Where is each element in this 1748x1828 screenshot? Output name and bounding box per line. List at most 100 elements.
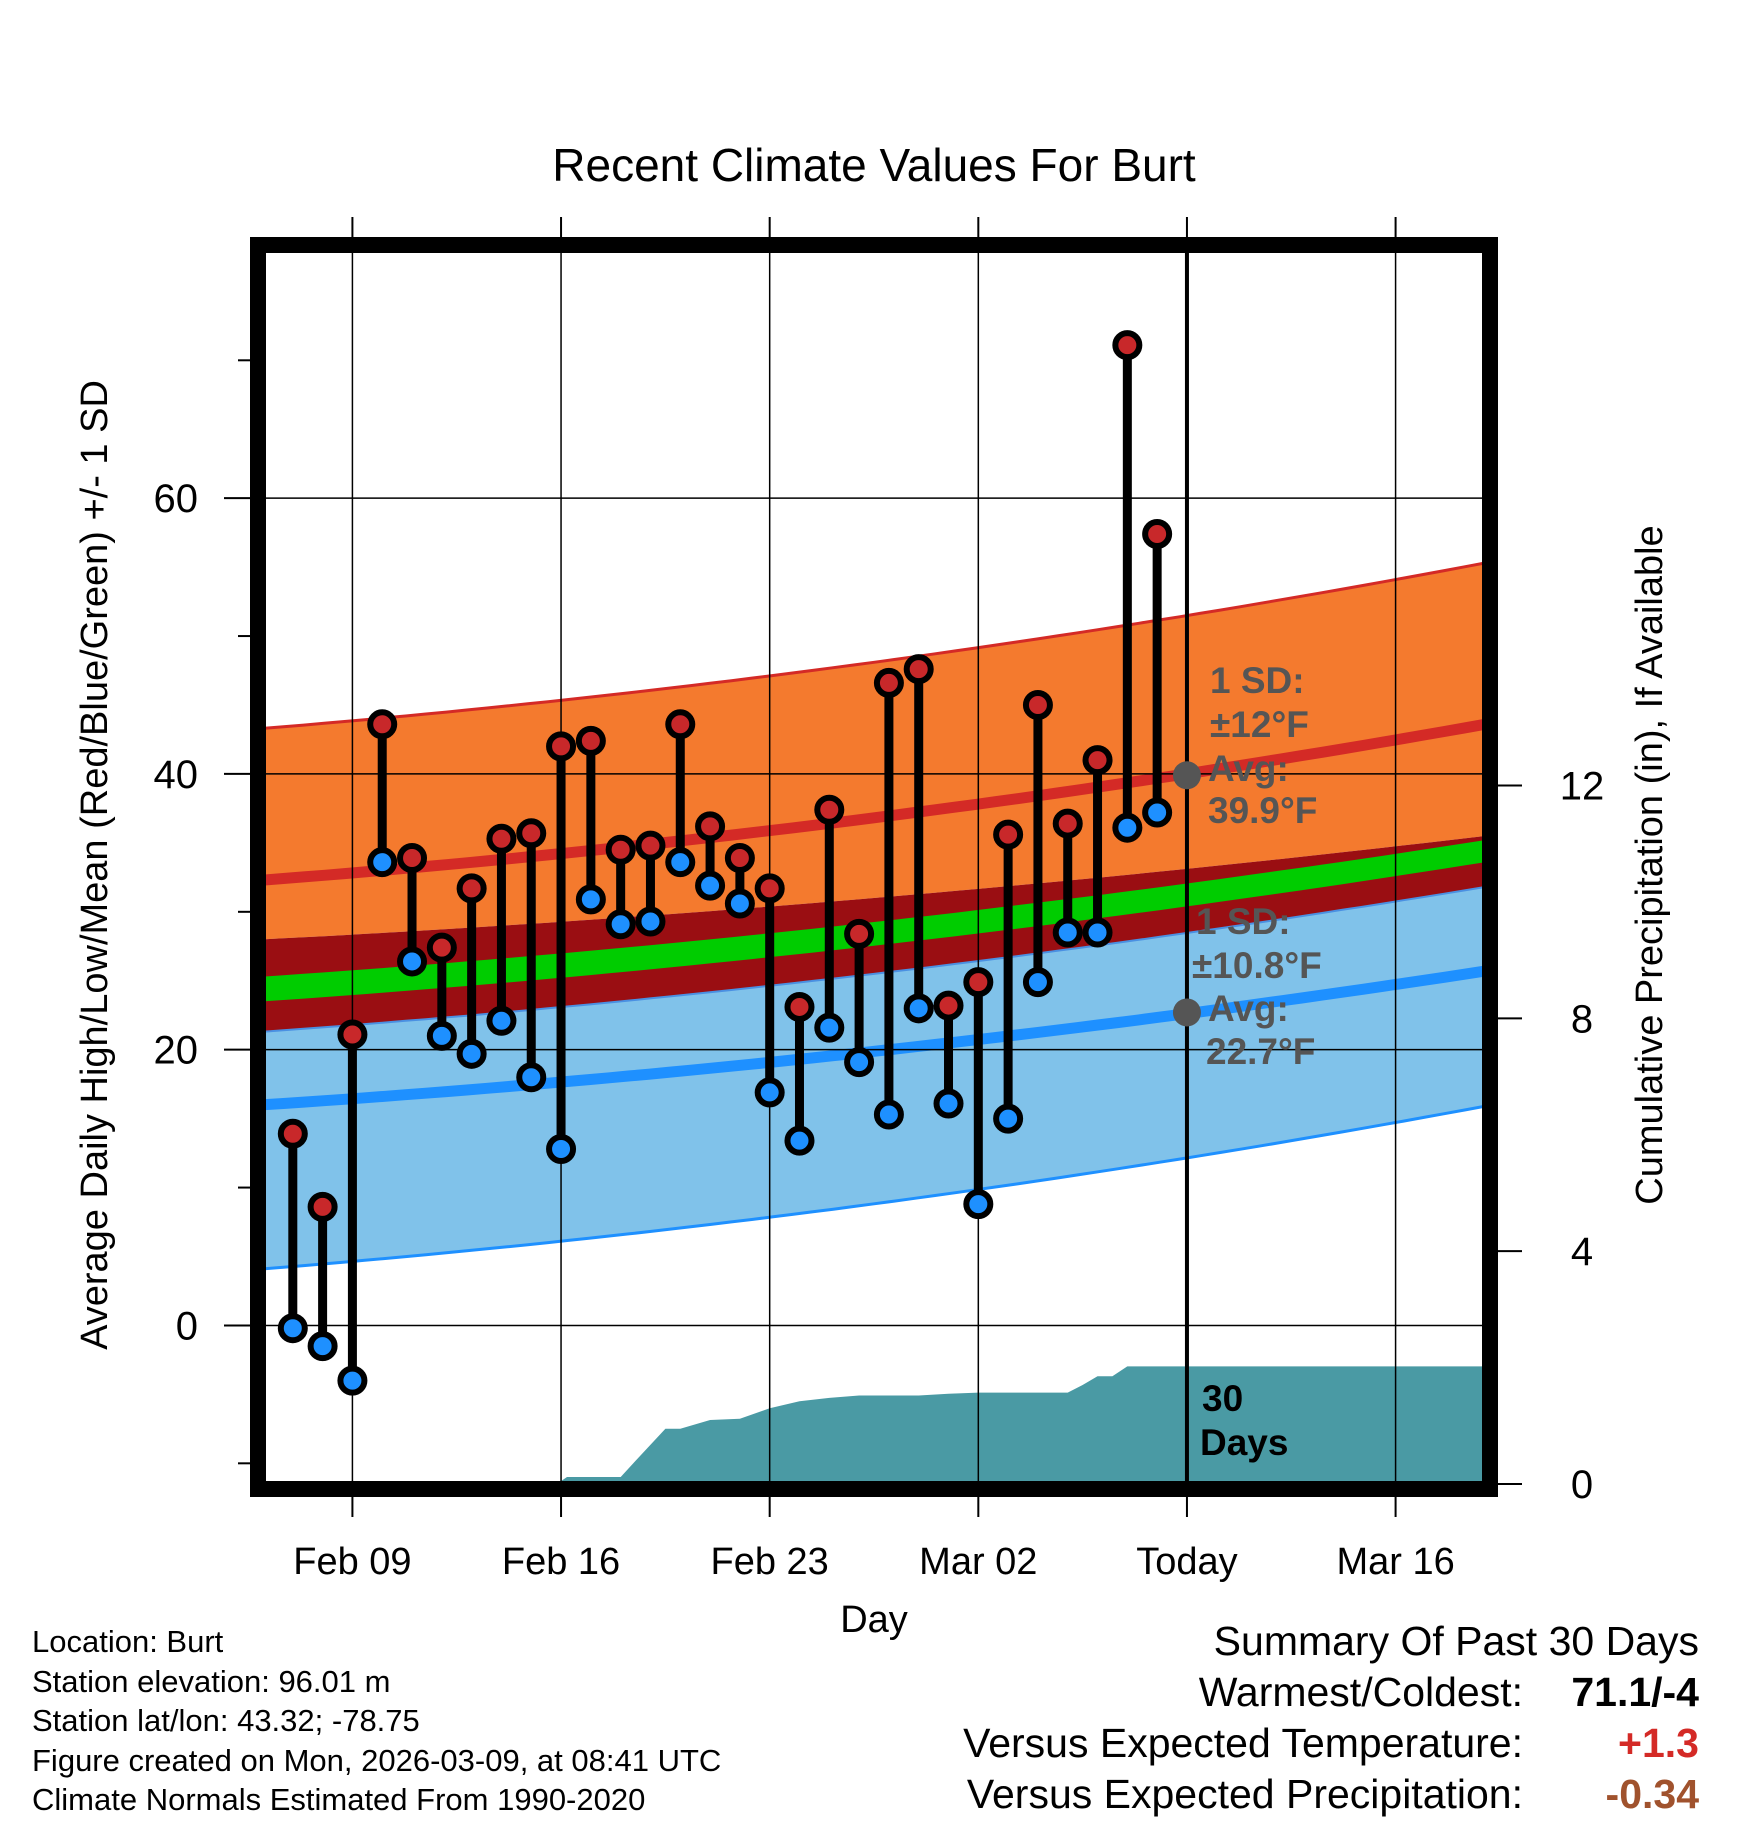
high-temp-point [993,819,1024,850]
y-tick-label: 40 [154,753,199,797]
low-temp-point [337,1365,368,1396]
low-temp-point [873,1099,904,1130]
low-temp-point [754,1077,785,1108]
low-temp-point [307,1331,338,1362]
low-normal-line [263,965,1485,1111]
high-temp-point [814,794,845,825]
summary-panel: Summary Of Past 30 Days Warmest/Coldest:… [963,1616,1699,1820]
high-temp-point [754,873,785,904]
low-temp-point [1112,812,1143,843]
warmest-value: 71.1/-4 [1571,1669,1699,1715]
mean-band [263,840,1485,1002]
y-tick-label: 20 [154,1029,199,1073]
low-avg-label: Avg: [1208,988,1289,1029]
low-temp-point [695,870,726,901]
low-temp-point [724,888,755,919]
high-temp-point [367,709,398,740]
high-temp-point [575,725,606,756]
low-temp-point [367,847,398,878]
high-sd-value: ±12°F [1210,704,1309,745]
low-temp-point [575,884,606,915]
low-temp-point [784,1125,815,1156]
high-temp-point [307,1191,338,1222]
temp-value: +1.3 [1618,1720,1699,1766]
station-location: Location: Burt [32,1624,224,1659]
high-temp-point [486,823,517,854]
x-tick-label: Feb 16 [502,1541,620,1583]
y-axis-label: Average Daily High/Low/Mean (Red/Blue/Gr… [74,380,116,1350]
x-tick-label: Feb 23 [711,1541,829,1583]
low-sd-label: 1 SD: [1196,901,1291,942]
low-temp-point [963,1189,994,1220]
low-temp-point [516,1062,547,1093]
station-info: Location: Burt Station elevation: 96.01 … [32,1622,721,1820]
high-temp-point [963,967,994,998]
precip-value: -0.34 [1605,1771,1699,1817]
high-temp-point [546,731,577,762]
high-temp-point [695,811,726,842]
low-temp-point [1022,967,1053,998]
high-sd-upper-line [263,561,1485,730]
y-tick-label: 60 [154,477,199,521]
high-temp-point [665,709,696,740]
high-temp-point [844,918,875,949]
low-temp-point [456,1038,487,1069]
plot-frame [250,237,1498,1497]
low-sd-lower-line [263,1104,1485,1271]
summary-precip-row: Versus Expected Precipitation: -0.34 [963,1769,1699,1820]
y2-axis-label: Cumulative Precipitation (in), If Availa… [1629,525,1671,1204]
low-avg-value: 22.7°F [1206,1031,1315,1072]
high-temp-point [337,1019,368,1050]
high-temp-point [1052,808,1083,839]
x-tick-label: Feb 09 [293,1541,411,1583]
summary-warmest-row: Warmest/Coldest: 71.1/-4 [963,1667,1699,1718]
low-temp-point [635,906,666,937]
summary-title: Summary Of Past 30 Days [1213,1618,1699,1664]
station-elevation: Station elevation: 96.01 m [32,1663,391,1699]
low-temp-point [1142,797,1173,828]
high-normal-line [263,718,1485,886]
precip-area [263,1366,1485,1484]
low-temp-point [903,993,934,1024]
high-temp-point [1082,745,1113,776]
high-avg-value: 39.9°F [1208,790,1317,831]
high-temp-point [903,654,934,685]
high-temp-point [933,990,964,1021]
y-tick-label: 0 [176,1304,198,1348]
station-latlon: Station lat/lon: 43.32; -78.75 [32,1703,420,1738]
low-temp-point [397,946,428,977]
summary-temp-row: Versus Expected Temperature: +1.3 [963,1718,1699,1769]
low-temp-point [993,1103,1024,1134]
low-temp-point [486,1005,517,1036]
high-temp-point [605,834,636,865]
high-temp-point [1142,519,1173,550]
high-sd-label: 1 SD: [1210,660,1305,701]
low-sd-band [263,887,1485,1269]
high-temp-point [397,843,428,874]
low-sd-upper-line [263,886,1485,1033]
high-avg-label: Avg: [1208,748,1289,789]
today-high-avg-marker [1172,761,1201,790]
high-temp-point [724,843,755,874]
low-temp-point [1052,917,1083,948]
low-sd-value: ±10.8°F [1192,945,1322,986]
x-tick-label: Today [1136,1541,1237,1583]
x-axis-label: Day [840,1599,908,1641]
low-temp-point [933,1088,964,1119]
x-tick-label: Mar 02 [919,1541,1037,1583]
warmest-label: Warmest/Coldest: [1198,1669,1523,1715]
y2-tick-label: 8 [1571,997,1593,1041]
precip-days-number: 30 [1202,1378,1243,1419]
y2-tick-label: 4 [1571,1230,1593,1274]
high-temp-point [1022,689,1053,720]
precip-days-label: Days [1200,1422,1288,1463]
x-tick-label: Mar 16 [1336,1541,1454,1583]
low-temp-point [605,909,636,940]
high-temp-point [1112,330,1143,361]
high-temp-point [426,932,457,963]
low-temp-point [546,1133,577,1164]
temp-label: Versus Expected Temperature: [963,1720,1523,1766]
y2-tick-label: 0 [1571,1463,1593,1507]
low-temp-point [277,1313,308,1344]
